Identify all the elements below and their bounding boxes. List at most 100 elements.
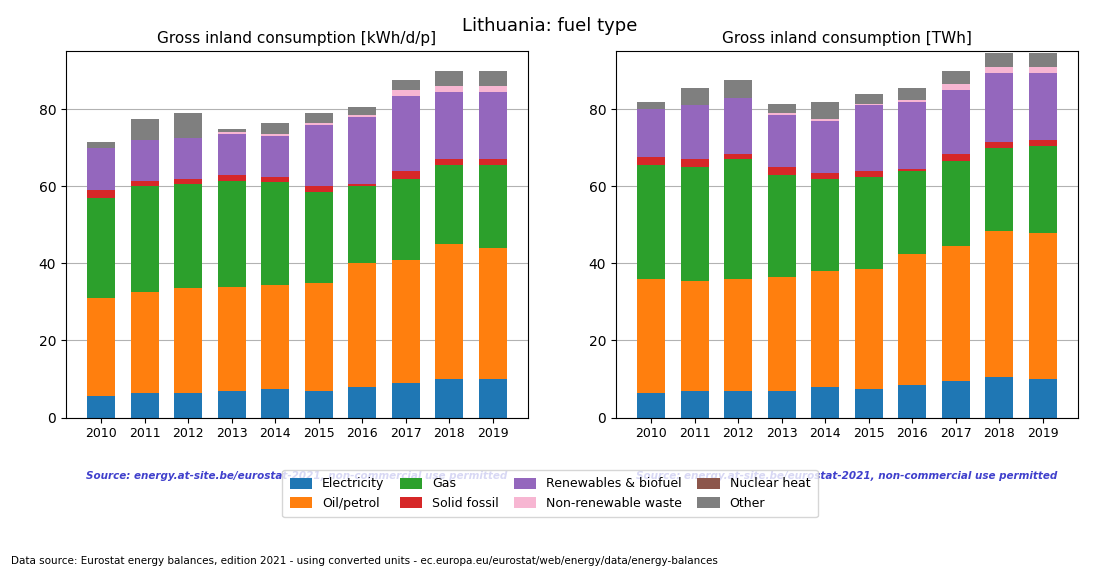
Bar: [348, 117, 376, 184]
Bar: [218, 181, 246, 287]
Bar: [637, 102, 666, 109]
Bar: [218, 287, 246, 391]
Bar: [681, 88, 708, 105]
Bar: [942, 71, 970, 84]
Bar: [681, 281, 708, 391]
Bar: [305, 283, 333, 391]
Bar: [436, 379, 463, 418]
Bar: [131, 140, 158, 181]
Bar: [986, 231, 1013, 377]
Bar: [436, 165, 463, 244]
Bar: [218, 134, 246, 175]
Bar: [855, 104, 883, 105]
Bar: [261, 123, 289, 134]
Bar: [855, 171, 883, 177]
Bar: [811, 119, 839, 121]
Bar: [1028, 379, 1057, 418]
Bar: [942, 161, 970, 246]
Bar: [174, 178, 202, 184]
Bar: [436, 244, 463, 379]
Bar: [87, 298, 116, 396]
Bar: [174, 288, 202, 392]
Bar: [174, 113, 202, 138]
Bar: [478, 92, 507, 160]
Bar: [681, 105, 708, 160]
Bar: [986, 67, 1013, 73]
Bar: [855, 388, 883, 418]
Bar: [768, 113, 796, 115]
Title: Gross inland consumption [kWh/d/p]: Gross inland consumption [kWh/d/p]: [157, 31, 437, 46]
Bar: [348, 108, 376, 115]
Bar: [986, 377, 1013, 418]
Bar: [724, 160, 752, 279]
Bar: [348, 264, 376, 387]
Bar: [1028, 140, 1057, 146]
Bar: [392, 383, 420, 418]
Bar: [681, 160, 708, 167]
Bar: [724, 279, 752, 391]
Bar: [898, 100, 926, 102]
Bar: [898, 169, 926, 171]
Bar: [261, 285, 289, 388]
Bar: [261, 134, 289, 136]
Bar: [898, 102, 926, 169]
Bar: [131, 181, 158, 186]
Bar: [724, 81, 752, 98]
Bar: [986, 142, 1013, 148]
Bar: [392, 260, 420, 383]
Bar: [855, 269, 883, 388]
Bar: [898, 385, 926, 418]
Bar: [218, 391, 246, 418]
Bar: [986, 73, 1013, 142]
Bar: [898, 88, 926, 100]
Bar: [174, 138, 202, 178]
Bar: [305, 192, 333, 283]
Bar: [855, 177, 883, 269]
Bar: [87, 142, 116, 148]
Bar: [436, 71, 463, 86]
Bar: [811, 173, 839, 178]
Bar: [392, 81, 420, 90]
Bar: [87, 198, 116, 298]
Bar: [87, 396, 116, 418]
Bar: [436, 92, 463, 160]
Bar: [131, 292, 158, 392]
Bar: [811, 387, 839, 418]
Bar: [218, 132, 246, 134]
Bar: [724, 391, 752, 418]
Bar: [637, 157, 666, 165]
Bar: [1028, 53, 1057, 67]
Bar: [174, 392, 202, 418]
Bar: [218, 129, 246, 132]
Bar: [478, 165, 507, 248]
Bar: [131, 392, 158, 418]
Bar: [637, 392, 666, 418]
Bar: [305, 125, 333, 186]
Text: Lithuania: fuel type: Lithuania: fuel type: [462, 17, 638, 35]
Bar: [392, 96, 420, 171]
Bar: [811, 121, 839, 173]
Bar: [637, 165, 666, 279]
Bar: [478, 248, 507, 379]
Bar: [348, 184, 376, 186]
Bar: [305, 123, 333, 125]
Bar: [436, 160, 463, 165]
Bar: [681, 167, 708, 281]
Bar: [131, 186, 158, 292]
Bar: [768, 167, 796, 175]
Bar: [218, 175, 246, 181]
Bar: [942, 246, 970, 381]
Bar: [637, 109, 666, 157]
Bar: [261, 136, 289, 177]
Bar: [986, 53, 1013, 67]
Bar: [87, 148, 116, 190]
Text: Source: energy.at-site.be/eurostat-2021, non-commercial use permitted: Source: energy.at-site.be/eurostat-2021,…: [637, 471, 1057, 480]
Bar: [1028, 73, 1057, 140]
Bar: [898, 254, 926, 385]
Bar: [942, 154, 970, 161]
Title: Gross inland consumption [TWh]: Gross inland consumption [TWh]: [722, 31, 972, 46]
Bar: [942, 381, 970, 418]
Bar: [305, 391, 333, 418]
Bar: [261, 388, 289, 418]
Bar: [305, 186, 333, 192]
